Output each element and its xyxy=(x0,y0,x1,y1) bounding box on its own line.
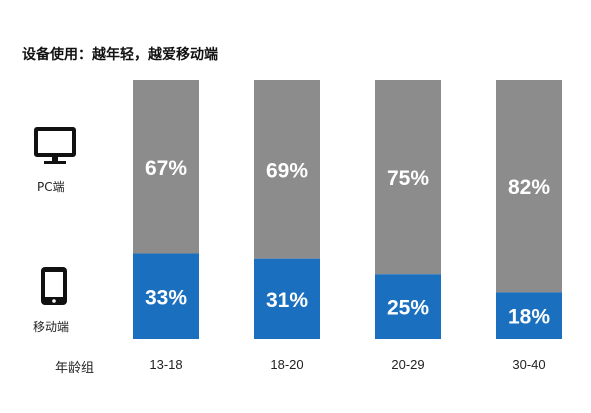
data-label-pc-18-20: 69% xyxy=(266,159,308,182)
bar-pc-20-29 xyxy=(375,80,441,275)
data-label-pc-20-29: 75% xyxy=(387,167,429,190)
bar-pc-18-20 xyxy=(254,80,320,259)
bar-mobile-20-29 xyxy=(375,274,441,339)
data-label-mobile-18-20: 31% xyxy=(266,289,308,312)
data-label-mobile-30-40: 18% xyxy=(508,306,550,329)
mobile-label: 移动端 xyxy=(33,320,70,334)
data-label-pc-30-40: 82% xyxy=(508,176,550,199)
tablet-icon xyxy=(41,267,67,305)
bar-pc-30-40 xyxy=(496,80,562,293)
bar-mobile-30-40 xyxy=(496,292,562,339)
pc-label: PC端 xyxy=(37,180,65,194)
monitor-icon xyxy=(34,127,76,164)
x-axis-title: 年龄组 xyxy=(55,361,95,376)
bar-mobile-13-18 xyxy=(133,253,199,339)
data-label-mobile-13-18: 33% xyxy=(145,286,187,309)
chart-title: 设备使用：越年轻，越爱移动端 xyxy=(22,47,218,63)
data-label-mobile-20-29: 25% xyxy=(387,297,429,320)
data-label-pc-13-18: 67% xyxy=(145,157,187,180)
x-tick-label-18-20: 18-20 xyxy=(270,357,303,372)
bar-mobile-18-20 xyxy=(254,258,320,339)
x-tick-label-20-29: 20-29 xyxy=(391,357,424,372)
bar-pc-13-18 xyxy=(133,80,199,254)
x-tick-label-30-40: 30-40 xyxy=(512,357,545,372)
x-tick-label-13-18: 13-18 xyxy=(149,357,182,372)
